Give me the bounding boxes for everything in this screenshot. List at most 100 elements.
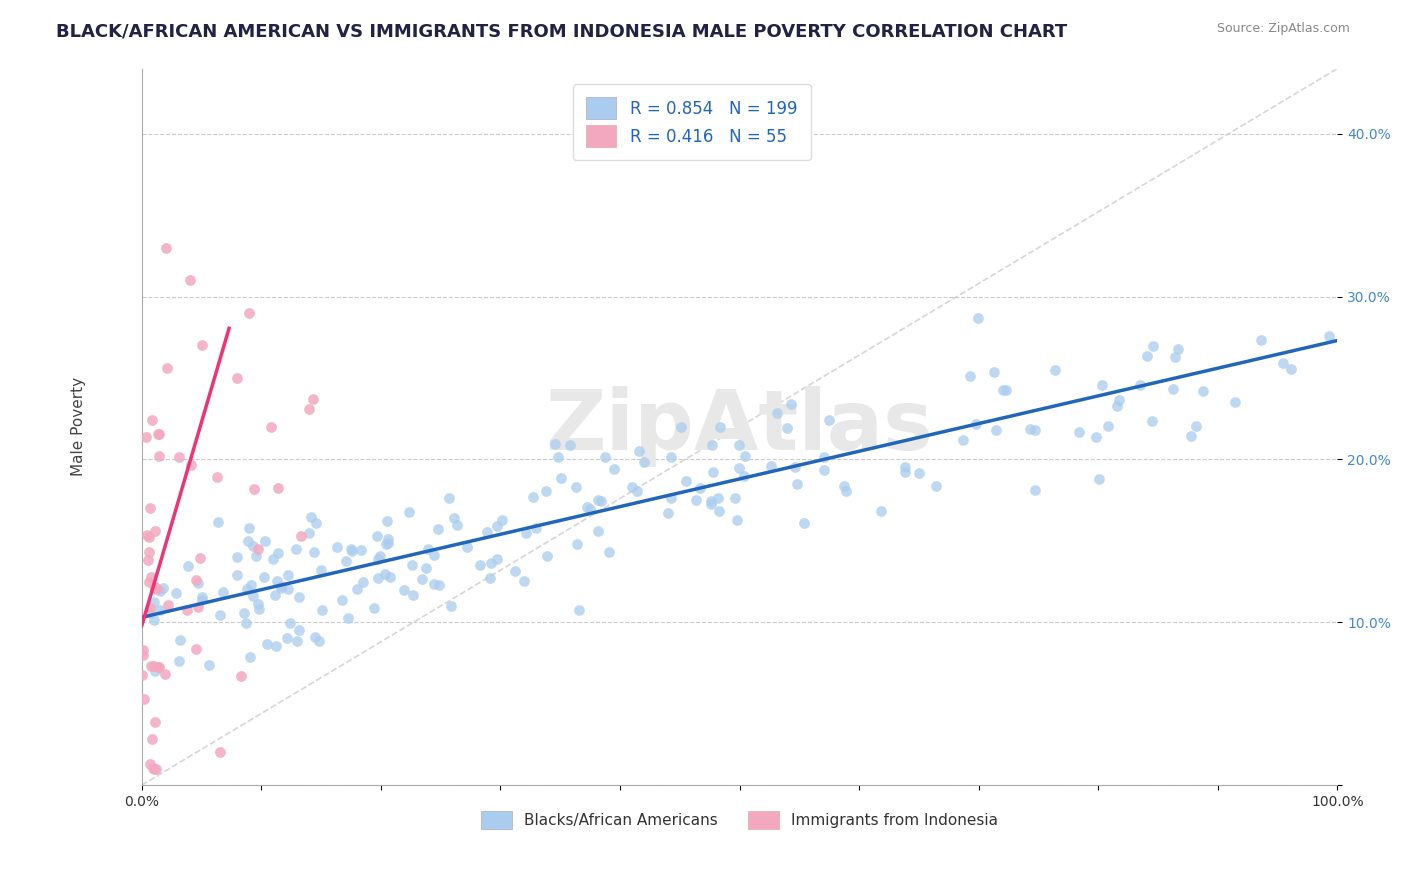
Point <box>550 471 572 485</box>
Point <box>1140 414 1163 428</box>
Point <box>262 552 284 566</box>
Point <box>1180 429 1202 443</box>
Point <box>479 556 502 570</box>
Point <box>1135 350 1157 364</box>
Y-axis label: Male Poverty: Male Poverty <box>72 377 86 476</box>
Point <box>146 582 169 596</box>
Point <box>368 549 391 564</box>
Point <box>578 502 600 516</box>
Point <box>1024 483 1046 497</box>
Point <box>427 522 450 536</box>
Point <box>142 761 165 775</box>
Point <box>367 571 389 585</box>
Point <box>342 544 364 558</box>
Point <box>305 516 328 530</box>
Point <box>288 624 311 638</box>
Point <box>699 497 721 511</box>
Point <box>188 551 211 566</box>
Point <box>924 479 946 493</box>
Point <box>363 601 385 615</box>
Point <box>198 657 221 672</box>
Point <box>187 599 209 614</box>
Point <box>1091 377 1114 392</box>
Point <box>340 541 363 556</box>
Point <box>776 421 799 435</box>
Point <box>186 641 208 656</box>
Point <box>143 595 166 609</box>
Point <box>253 533 276 548</box>
Point <box>266 574 288 588</box>
Point <box>238 650 260 665</box>
Point <box>633 455 655 469</box>
Point <box>247 541 270 556</box>
Point <box>146 660 169 674</box>
Point <box>143 664 166 678</box>
Point <box>155 241 177 255</box>
Point <box>367 551 389 566</box>
Point <box>593 450 616 464</box>
Point <box>131 668 153 682</box>
Point <box>270 579 292 593</box>
Point <box>818 413 841 427</box>
Point <box>766 406 789 420</box>
Point <box>242 539 264 553</box>
Point <box>707 503 730 517</box>
Point <box>143 715 166 730</box>
Point <box>207 470 229 484</box>
Point <box>352 574 374 589</box>
Point <box>702 465 724 479</box>
Point <box>309 563 332 577</box>
Point <box>298 525 321 540</box>
Point <box>180 458 202 472</box>
Point <box>148 427 170 442</box>
Point <box>1097 418 1119 433</box>
Point <box>544 436 567 450</box>
Point <box>242 590 264 604</box>
Point <box>894 465 917 479</box>
Point <box>187 575 209 590</box>
Point <box>212 585 235 599</box>
Point <box>141 659 163 673</box>
Point <box>398 505 420 519</box>
Point <box>685 492 707 507</box>
Point <box>145 762 167 776</box>
Point <box>478 571 501 585</box>
Point <box>1223 395 1246 409</box>
Point <box>813 463 835 477</box>
Point <box>191 593 214 607</box>
Point <box>536 484 558 499</box>
Point <box>984 423 1007 437</box>
Point <box>1163 382 1185 396</box>
Point <box>669 420 692 434</box>
Point <box>301 392 323 406</box>
Point <box>242 482 264 496</box>
Point <box>456 540 478 554</box>
Point <box>277 568 299 582</box>
Point <box>761 458 783 473</box>
Point <box>513 574 536 589</box>
Point <box>437 491 460 505</box>
Point <box>657 506 679 520</box>
Point <box>143 613 166 627</box>
Point <box>148 450 170 464</box>
Point <box>1067 425 1090 440</box>
Point <box>983 365 1005 379</box>
Point <box>141 732 163 747</box>
Point <box>440 599 463 613</box>
Point <box>1279 362 1302 376</box>
Point <box>231 668 253 682</box>
Point <box>138 545 160 559</box>
Point <box>392 582 415 597</box>
Point <box>626 483 648 498</box>
Point <box>734 449 756 463</box>
Point <box>169 653 191 667</box>
Point <box>266 481 288 495</box>
Point <box>226 549 249 564</box>
Point <box>167 450 190 465</box>
Point <box>247 601 270 615</box>
Point <box>446 518 468 533</box>
Point <box>952 433 974 447</box>
Point <box>707 491 730 506</box>
Point <box>908 466 931 480</box>
Point <box>238 306 260 320</box>
